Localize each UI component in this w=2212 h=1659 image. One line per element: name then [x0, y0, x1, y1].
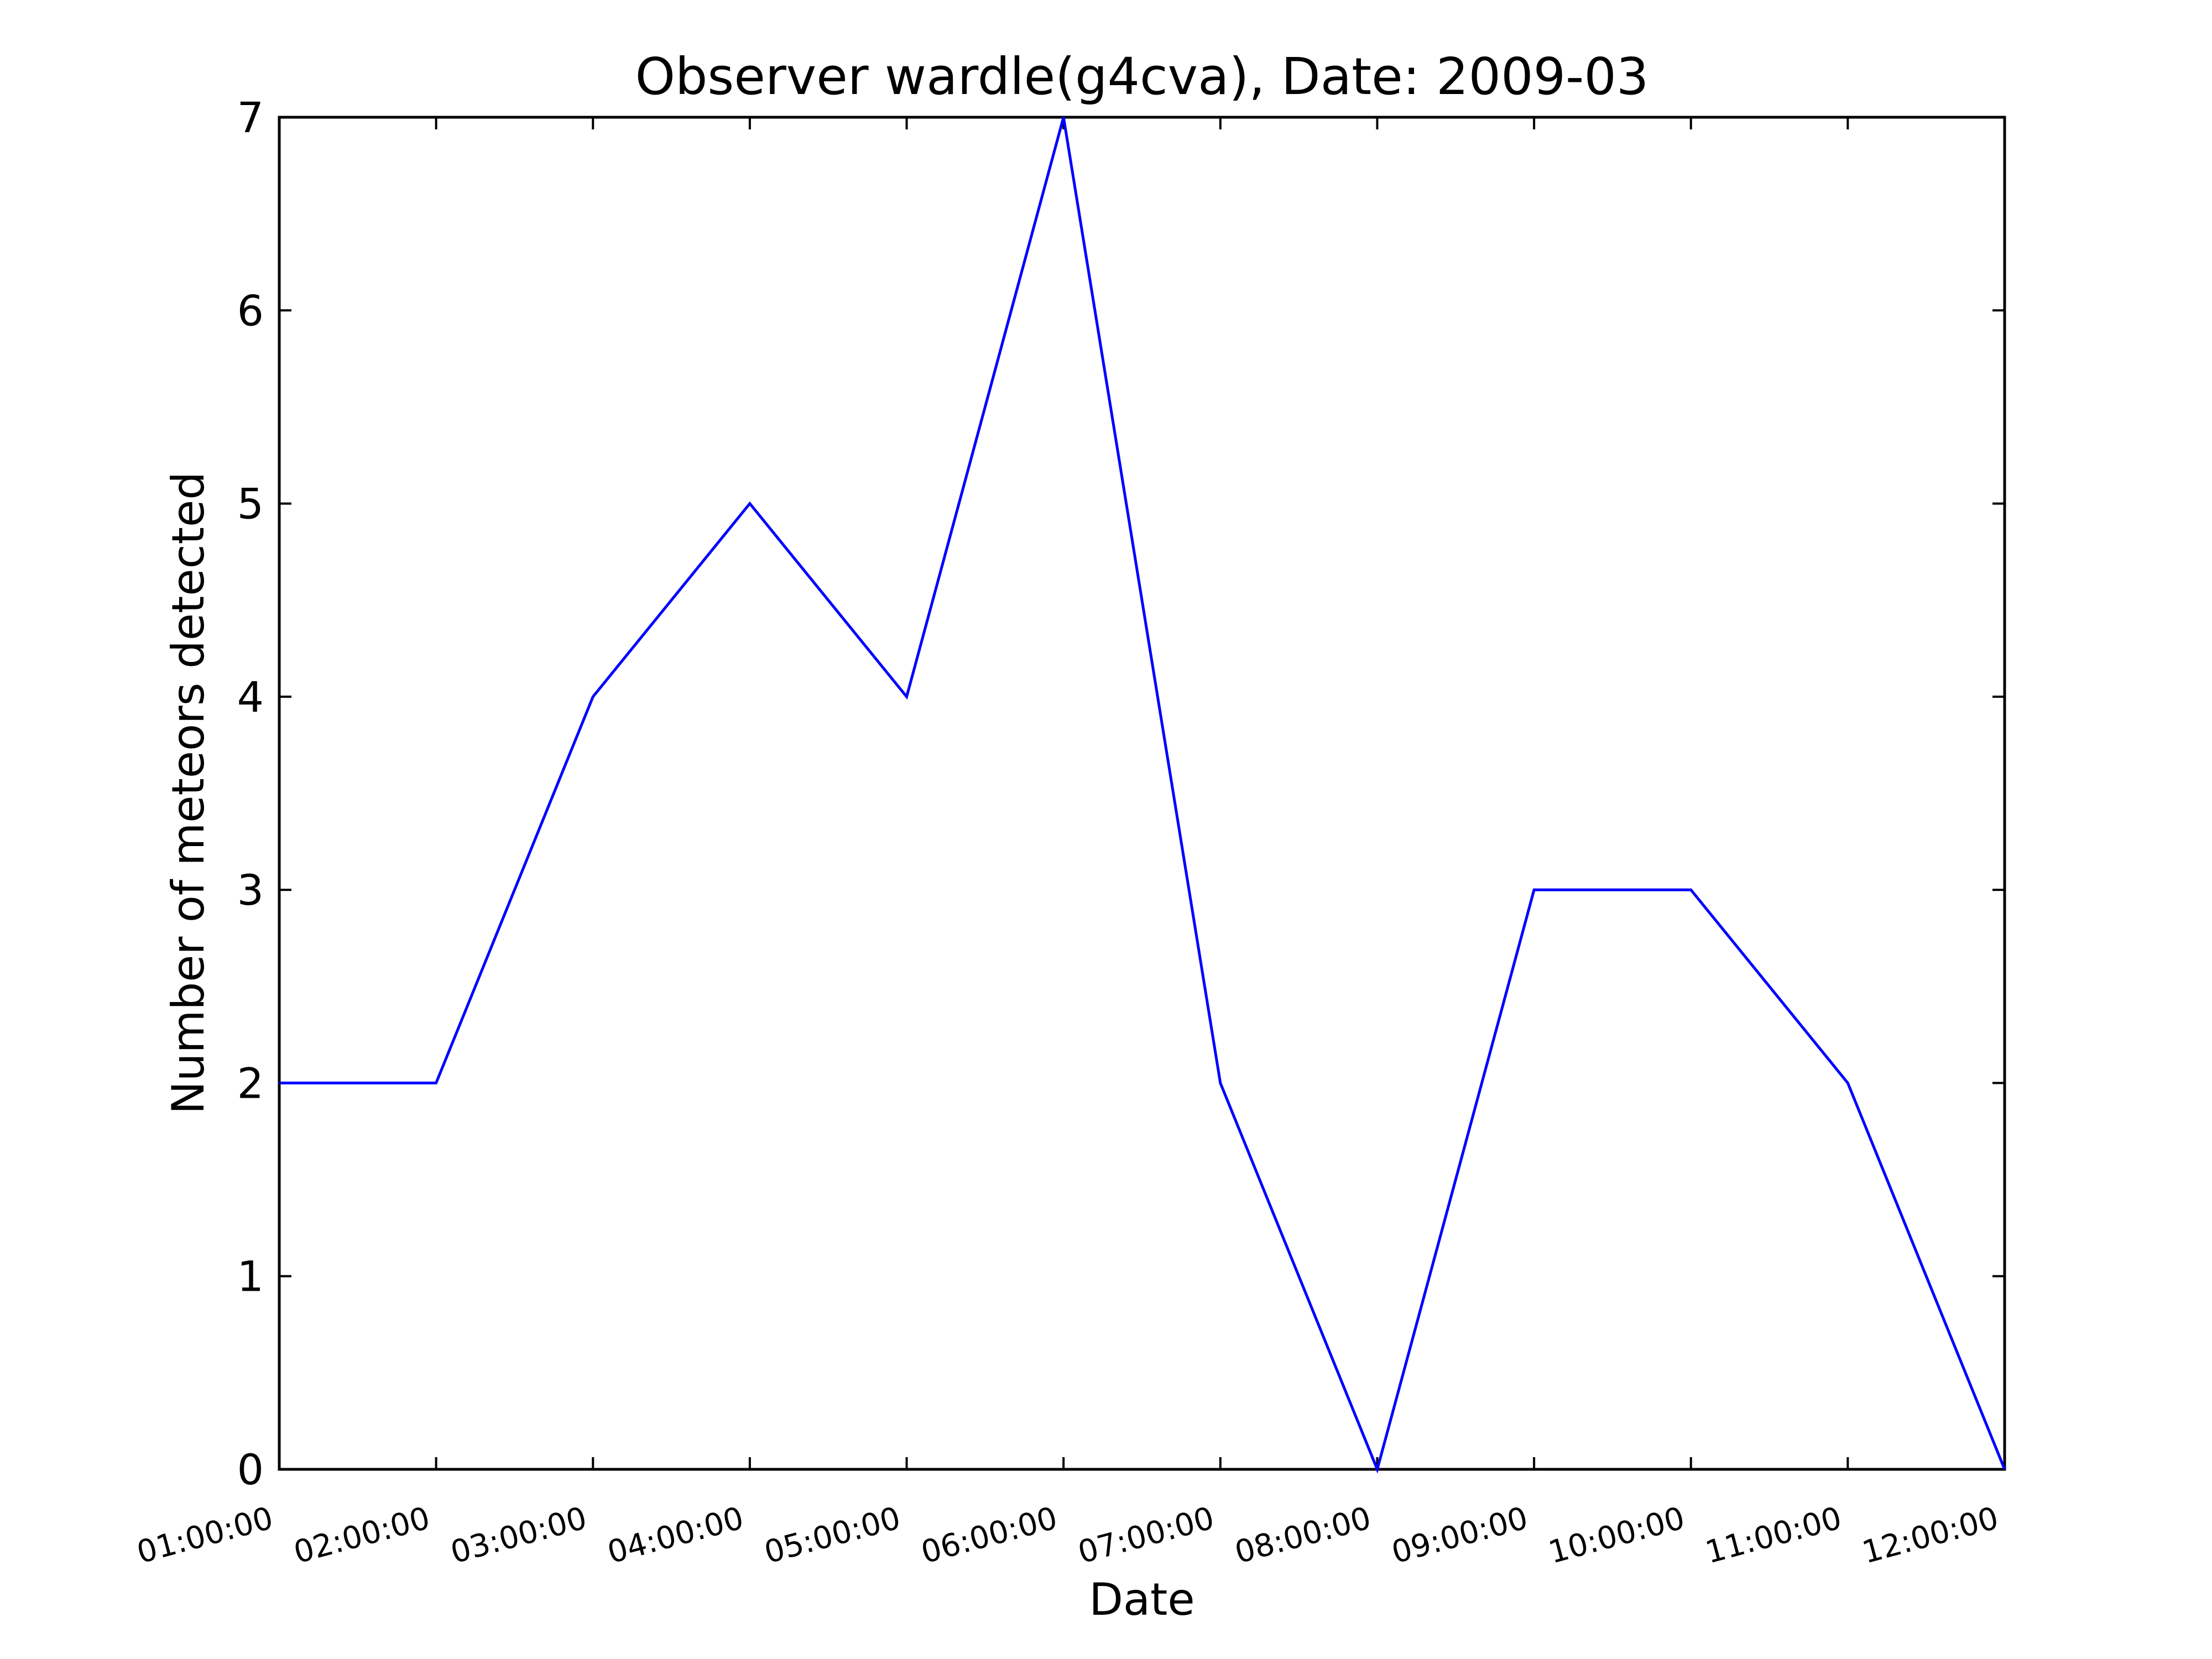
y-tick-label: 1	[237, 1252, 264, 1301]
y-tick-label: 7	[237, 93, 264, 142]
x-tick-label: 01:00:00	[133, 1500, 277, 1571]
x-tick-label: 10:00:00	[1545, 1500, 1689, 1571]
series-line	[279, 117, 2006, 1474]
x-axis-label: Date	[1089, 1574, 1194, 1625]
x-tick-label: 06:00:00	[917, 1500, 1061, 1571]
chart-title: Observer wardle(g4cva), Date: 2009-03	[635, 47, 1649, 106]
y-tick-label: 2	[237, 1058, 264, 1108]
x-tick-label: 11:00:00	[1702, 1500, 1845, 1571]
y-tick-label: 5	[237, 479, 264, 529]
x-tick-label: 03:00:00	[447, 1500, 591, 1571]
x-tick-label: 02:00:00	[290, 1500, 434, 1571]
x-tick-label: 07:00:00	[1074, 1500, 1218, 1571]
x-tick-label: 08:00:00	[1231, 1500, 1375, 1571]
y-tick-label: 6	[237, 286, 264, 335]
x-tick-label: 04:00:00	[604, 1500, 748, 1571]
y-tick-label: 4	[237, 672, 264, 722]
y-axis-label: Number of meteors detected	[163, 472, 214, 1114]
plot-frame	[278, 116, 2006, 1471]
x-tick-label: 09:00:00	[1388, 1500, 1532, 1571]
y-tick-label: 0	[237, 1445, 264, 1494]
y-tick-label: 3	[237, 865, 264, 915]
x-tick-label: 05:00:00	[760, 1500, 904, 1571]
y-axis: 0 1 2 3 4 5 6 7	[237, 93, 2005, 1494]
x-tick-label: 12:00:00	[1859, 1500, 2002, 1571]
